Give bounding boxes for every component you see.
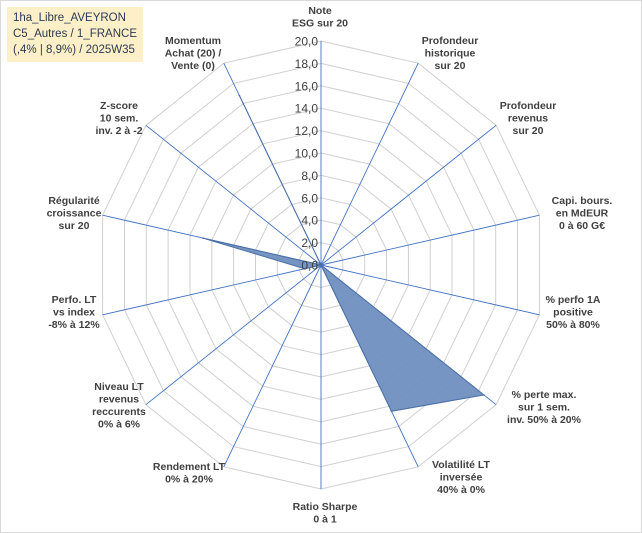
- tick-label-2: 4,0: [301, 214, 318, 228]
- series-point-13: [238, 94, 241, 97]
- axis-label-2: Profondeur revenus sur 20: [500, 100, 557, 137]
- tick-label-8: 16,0: [295, 79, 319, 93]
- axis-spoke-2: [320, 124, 497, 266]
- radar-tick-labels: 0,0 2,0 4,0 6,0 8,0 10,0 12,0 14,0 16,0 18,0 20,0: [295, 35, 319, 273]
- axis-spoke-12: [145, 124, 322, 266]
- axis-label-1: Profondeur historique sur 20: [422, 35, 479, 72]
- axis-label-3: Capi. bours. en MdEUR 0 à 60 G€: [552, 195, 613, 232]
- axis-label-5: % perte max. sur 1 sem. inv. 50% à 20%: [507, 389, 582, 426]
- series-point-6: [390, 410, 393, 413]
- title-line-3: (,4% | 8,9%) / 2025W35: [13, 44, 135, 56]
- axis-spoke-3: [320, 214, 540, 266]
- radar-axis-labels: Note ESG sur 20 Profondeur historique sur 20…: [47, 5, 613, 526]
- tick-label-7: 14,0: [295, 102, 319, 116]
- axis-spoke-4: [320, 264, 540, 316]
- tick-label-5: 10,0: [295, 147, 319, 161]
- chart-title: 1ha_Libre_AVEYRON C5_Autres / 1_FRANCE (…: [7, 7, 143, 62]
- axis-label-7: Ratio Sharpe 0 à 1: [293, 501, 358, 526]
- radar-series: [202, 94, 486, 413]
- series-point-11: [202, 237, 204, 239]
- title-line-1: 1ha_Libre_AVEYRON: [13, 12, 126, 24]
- tick-label-1: 2,0: [301, 236, 318, 250]
- axis-spoke-9: [145, 264, 322, 406]
- axis-label-6: Volatilité LT inversée 40% à 0%: [432, 459, 491, 496]
- axis-label-13: Momentum Achat (20) / Vente (0): [165, 35, 222, 72]
- axis-label-4: % perfo 1A positive 50% à 80%: [546, 294, 601, 331]
- axis-label-0: Note ESG sur 20: [292, 5, 348, 30]
- tick-label-9: 18,0: [295, 57, 319, 71]
- series-point-5: [483, 394, 485, 396]
- series-point-12: [320, 264, 322, 266]
- tick-label-0: 0,0: [301, 259, 318, 273]
- axis-label-8: Rendement LT 0% à 20%: [153, 461, 226, 486]
- axis-spoke-1: [320, 63, 419, 266]
- tick-label-6: 12,0: [295, 124, 319, 138]
- axis-label-11: Régularité croissance sur 20: [47, 195, 102, 232]
- axis-label-12: Z-score 10 sem. inv. 2 à -2: [95, 100, 142, 137]
- axis-label-9: Niveau LT revenus reccurents 0% à 6%: [92, 381, 146, 431]
- axis-spoke-8: [223, 264, 322, 467]
- series-point-10: [303, 267, 306, 270]
- tick-label-4: 8,0: [301, 169, 318, 183]
- tick-label-3: 6,0: [301, 191, 318, 205]
- title-line-2: C5_Autres / 1_FRANCE: [13, 28, 137, 40]
- tick-label-10: 20,0: [295, 35, 319, 49]
- series-area: [202, 95, 486, 412]
- axis-label-10: Perfo. LT vs index -8% à 12%: [48, 294, 100, 331]
- axis-spoke-10: [102, 264, 322, 316]
